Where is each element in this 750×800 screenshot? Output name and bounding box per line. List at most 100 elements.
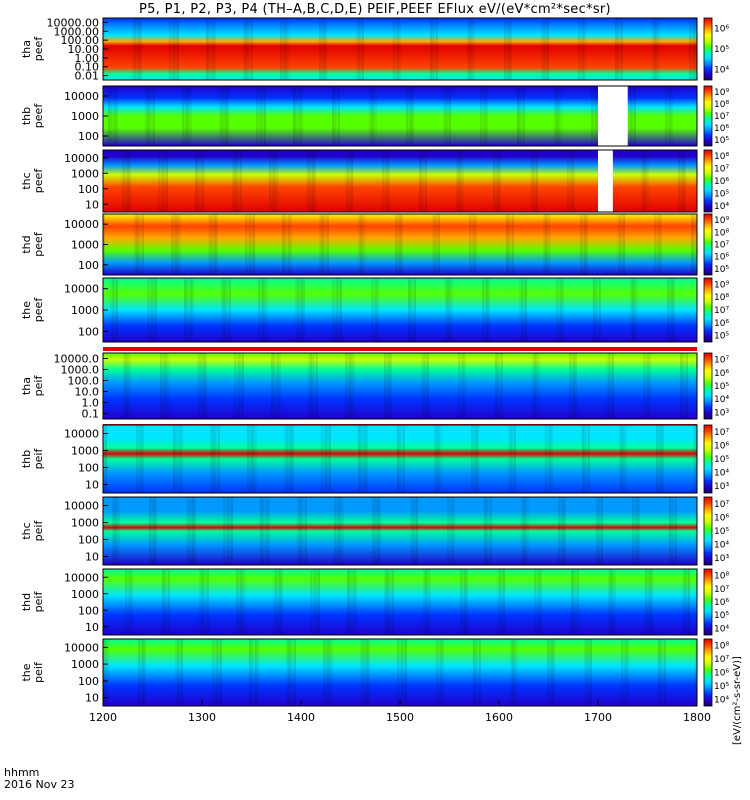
texture-streak	[116, 278, 118, 342]
texture-streak	[549, 639, 551, 706]
texture-streak	[132, 18, 134, 80]
texture-streak	[401, 639, 403, 706]
texture-streak	[521, 278, 523, 342]
texture-streak	[671, 278, 673, 342]
texture-streak	[351, 569, 353, 635]
texture-streak	[623, 639, 625, 706]
texture-streak	[523, 497, 525, 565]
texture-streak	[482, 278, 484, 342]
texture-streak	[395, 18, 397, 80]
texture-streak	[266, 278, 268, 342]
texture-streak	[329, 639, 331, 706]
texture-streak	[221, 86, 223, 146]
texture-streak	[556, 86, 558, 146]
texture-streak	[625, 639, 627, 706]
colorbar	[703, 277, 713, 343]
texture-streak	[293, 86, 295, 146]
texture-streak	[684, 353, 686, 419]
texture-streak	[240, 353, 242, 419]
texture-streak	[477, 639, 479, 706]
texture-streak	[194, 497, 196, 565]
texture-streak	[384, 150, 386, 212]
texture-streak	[390, 353, 392, 419]
texture-streak	[147, 86, 149, 146]
texture-streak	[123, 150, 125, 212]
texture-streak	[593, 278, 595, 342]
ytick-label: 0.01	[75, 70, 100, 83]
texture-streak	[510, 639, 512, 706]
texture-streak	[251, 18, 253, 80]
texture-streak	[577, 569, 579, 635]
texture-streak	[112, 278, 114, 342]
texture-streak	[673, 278, 675, 342]
texture-streak	[368, 639, 370, 706]
texture-streak	[175, 639, 177, 706]
texture-streak	[149, 497, 151, 565]
texture-streak	[595, 278, 597, 342]
texture-streak	[693, 18, 695, 80]
texture-streak	[617, 18, 619, 80]
texture-streak	[536, 569, 538, 635]
texture-streak	[684, 569, 686, 635]
texture-streak	[543, 18, 545, 80]
spectrogram-thb-peif	[103, 425, 697, 493]
texture-streak	[268, 497, 270, 565]
texture-streak	[553, 639, 555, 706]
texture-streak	[504, 18, 506, 80]
texture-streak	[432, 214, 434, 275]
texture-streak	[286, 214, 288, 275]
texture-streak	[199, 569, 201, 635]
texture-streak	[410, 278, 412, 342]
texture-streak	[192, 278, 194, 342]
panel-thc-peif: thc peif 10000 1000 100 10 10⁷ 10⁶ 10⁵ 10⁴ 10³	[20, 496, 729, 574]
texture-streak	[220, 639, 222, 706]
colorbar-tick-label: 10⁶	[714, 369, 729, 379]
texture-streak	[238, 569, 240, 635]
texture-streak	[123, 353, 125, 419]
texture-streak	[458, 353, 460, 419]
texture-streak	[273, 569, 275, 635]
texture-streak	[360, 214, 362, 275]
texture-streak	[294, 639, 296, 706]
texture-streak	[582, 425, 584, 493]
texture-streak	[166, 569, 168, 635]
texture-streak	[282, 214, 284, 275]
texture-streak	[497, 569, 499, 635]
texture-streak	[260, 86, 262, 146]
texture-streak	[601, 497, 603, 565]
texture-streak	[262, 278, 264, 342]
texture-streak	[227, 86, 229, 146]
texture-streak	[169, 18, 171, 80]
texture-streak	[192, 497, 194, 565]
texture-streak	[497, 353, 499, 419]
texture-streak	[434, 425, 436, 493]
texture-streak	[136, 214, 138, 275]
texture-streak	[667, 86, 669, 146]
texture-streak	[251, 425, 253, 493]
texture-streak	[256, 86, 258, 146]
texture-streak	[460, 150, 462, 212]
texture-streak	[532, 353, 534, 419]
texture-streak	[127, 569, 129, 635]
texture-streak	[628, 86, 630, 146]
texture-streak	[253, 425, 255, 493]
texture-streak	[462, 353, 464, 419]
time-unit-label: hhmm	[4, 766, 40, 779]
texture-streak	[288, 639, 290, 706]
texture-streak	[384, 353, 386, 419]
ylabel-probe: thb	[20, 107, 33, 125]
texture-streak	[264, 497, 266, 565]
texture-streak	[586, 639, 588, 706]
ytick-label: 100	[78, 325, 99, 338]
texture-streak	[590, 639, 592, 706]
texture-streak	[571, 569, 573, 635]
ytick-label: 100	[78, 259, 99, 272]
panel-frame	[102, 149, 698, 213]
texture-streak	[197, 150, 199, 212]
texture-streak	[580, 18, 582, 80]
spectrogram-tha-peef	[103, 18, 697, 80]
texture-streak	[399, 214, 401, 275]
texture-streak	[453, 497, 455, 565]
texture-streak	[364, 425, 366, 493]
texture-streak	[575, 353, 577, 419]
